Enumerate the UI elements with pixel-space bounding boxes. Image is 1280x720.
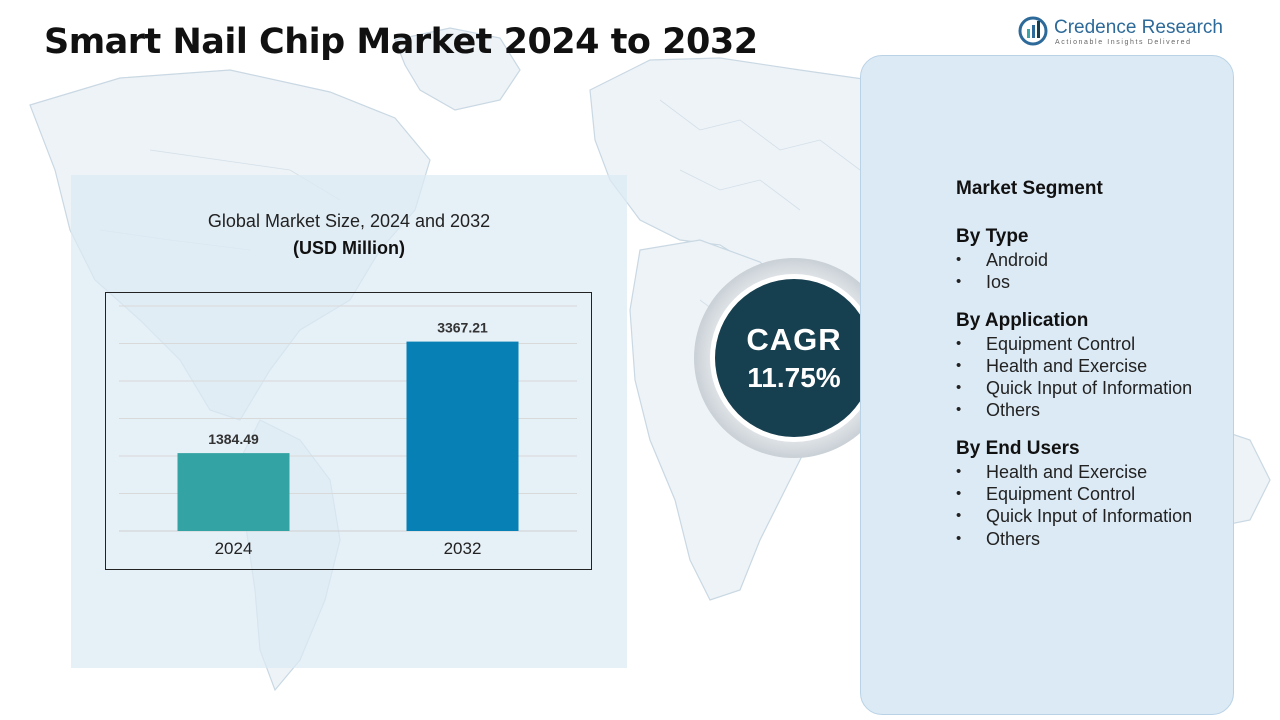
bar-value-label: 3367.21 xyxy=(437,320,488,336)
segment-item: Equipment Control xyxy=(956,483,1256,506)
segment-item: Health and Exercise xyxy=(956,355,1256,378)
segment-group-end-users: By End Users Health and Exercise Equipme… xyxy=(956,437,1256,550)
segment-group-title: By Type xyxy=(956,226,1029,247)
x-tick-label: 2024 xyxy=(215,539,253,558)
segment-item: Others xyxy=(956,399,1256,422)
segment-item: Quick Input of Information xyxy=(956,377,1256,400)
segment-content: Market Segment By Type Android Ios By Ap… xyxy=(956,178,1256,565)
segment-item: Equipment Control xyxy=(956,333,1256,356)
credence-logo-icon xyxy=(1018,16,1048,46)
segment-item: Android xyxy=(956,249,1256,272)
segment-group-title: By Application xyxy=(956,309,1089,331)
page-title: Smart Nail Chip Market 2024 to 2032 xyxy=(44,22,758,62)
cagr-value: 11.75% xyxy=(747,362,841,393)
segment-list: Health and Exercise Equipment Control Qu… xyxy=(956,461,1256,550)
bar-2024 xyxy=(177,453,290,531)
segment-heading: Market Segment xyxy=(956,178,1103,199)
chart-unit: (USD Million) xyxy=(293,238,405,258)
logo-tagline: Actionable Insights Delivered xyxy=(1055,39,1192,46)
segment-item: Quick Input of Information xyxy=(956,505,1256,528)
bar-chart: 1384.49 2024 3367.21 2032 xyxy=(105,292,592,570)
bar-2032 xyxy=(406,341,519,531)
bar-value-label: 1384.49 xyxy=(208,431,259,447)
segment-list: Android Ios xyxy=(956,249,1256,294)
segment-group-application: By Application Equipment Control Health … xyxy=(956,309,1256,422)
segment-list: Equipment Control Health and Exercise Qu… xyxy=(956,333,1256,422)
segment-group-title: By End Users xyxy=(956,437,1080,459)
segment-item: Others xyxy=(956,528,1256,551)
brand-logo: Credence Research Actionable Insights De… xyxy=(1018,14,1228,50)
chart-panel: Global Market Size, 2024 and 2032 (USD M… xyxy=(71,175,627,668)
cagr-disc xyxy=(715,279,873,437)
segment-group-type: By Type Android Ios xyxy=(956,225,1256,294)
x-tick-label: 2032 xyxy=(444,539,482,558)
segment-item: Ios xyxy=(956,271,1256,294)
cagr-label: CAGR xyxy=(746,322,842,357)
cagr-ring xyxy=(694,258,888,458)
chart-title: Global Market Size, 2024 and 2032 xyxy=(207,211,491,231)
chart-border xyxy=(105,292,592,570)
logo-name: Credence Research xyxy=(1054,17,1223,38)
segment-item: Health and Exercise xyxy=(956,461,1256,484)
